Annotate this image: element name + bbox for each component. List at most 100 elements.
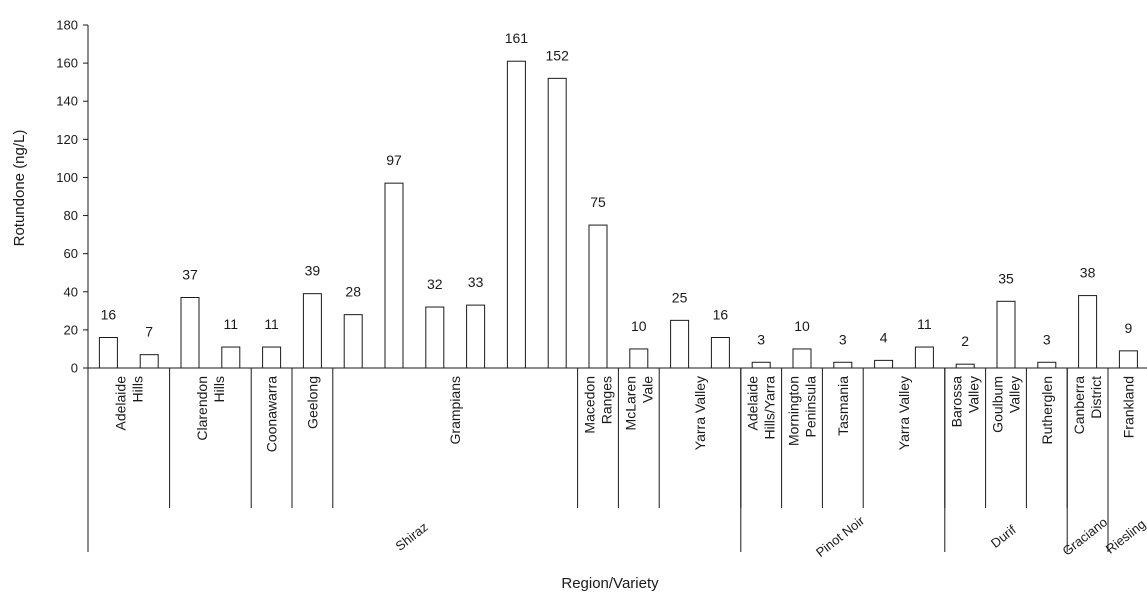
bar — [792, 348, 812, 369]
bar — [914, 346, 934, 369]
region-label: Yarra Valley — [692, 376, 708, 450]
bar-value-label: 28 — [345, 284, 361, 300]
variety-label: Pinot Noir — [813, 513, 868, 560]
bar-value-label: 161 — [505, 30, 529, 46]
bar — [955, 363, 975, 369]
region-label-line: District — [1088, 376, 1104, 419]
y-tick-label: 60 — [64, 246, 78, 261]
y-tick-label: 180 — [56, 18, 78, 33]
bar — [670, 319, 690, 369]
region-label-line: Canberra — [1071, 376, 1087, 435]
bar — [1037, 361, 1057, 369]
region-labels: Adelaide Hills Clarendon Hills Coonawarra Gee… — [87, 368, 1136, 508]
region-label-line: Coonawarra — [264, 376, 280, 452]
region-label-line: Clarendon — [194, 376, 210, 441]
x-axis-title: Region/Variety — [561, 575, 659, 592]
bar-value-label: 11 — [224, 316, 239, 332]
bar-value-label: 37 — [182, 266, 198, 282]
region-label-line: McLaren — [622, 376, 638, 430]
bar-value-label: 33 — [468, 274, 484, 290]
region-label-line: Rutherglen — [1039, 376, 1055, 445]
y-tick-label: 20 — [64, 322, 78, 337]
region-label-line: Grampians — [447, 376, 463, 444]
bar-value-label: 10 — [631, 318, 647, 334]
bar-value-label: 16 — [713, 307, 729, 323]
region-label: Coonawarra — [264, 376, 280, 452]
bar-value-label: 38 — [1080, 265, 1096, 281]
bar — [874, 359, 894, 369]
region-label: Adelaide Hills — [112, 376, 145, 431]
bar-value-label: 16 — [101, 307, 117, 323]
region-label-line: Hills — [129, 376, 145, 402]
variety-label: Durif — [988, 522, 1019, 551]
region-label: Grampians — [447, 376, 463, 444]
bar — [588, 224, 608, 369]
bar-value-label: 75 — [590, 194, 606, 210]
region-label-line: Ranges — [599, 376, 615, 424]
region-label-line: Peninsula — [803, 376, 819, 438]
region-label-line: Frankland — [1120, 376, 1136, 438]
bar-value-label: 9 — [1125, 320, 1133, 336]
region-label: Adelaide Hills/Yarra — [745, 376, 778, 440]
bar — [221, 346, 241, 369]
region-label-line: Adelaide — [112, 376, 128, 431]
bar-value-label: 32 — [427, 276, 443, 292]
bar — [302, 293, 322, 369]
region-label: McLaren Vale — [622, 376, 655, 431]
y-tick-label: 40 — [64, 284, 78, 299]
bar-value-label: 11 — [264, 316, 279, 332]
region-label: Macedon Ranges — [582, 376, 615, 434]
bar-value-label: 97 — [386, 152, 402, 168]
y-tick-label: 0 — [71, 361, 78, 376]
bars — [98, 60, 1138, 369]
region-label: Frankland — [1120, 376, 1136, 438]
bar — [710, 337, 730, 369]
bar-value-label: 10 — [794, 318, 810, 334]
y-axis-title: Rotundone (ng/L) — [11, 130, 28, 247]
region-label-line: Yarra Valley — [692, 376, 708, 450]
bar — [98, 337, 118, 369]
region-label: Tasmania — [835, 376, 851, 436]
bar — [751, 361, 771, 369]
bar-value-label: 3 — [839, 331, 847, 347]
region-label: Mornington Peninsula — [786, 376, 819, 446]
region-label-line: Valley — [966, 376, 982, 413]
region-label-line: Macedon — [582, 376, 598, 434]
region-label: Goulbum Valley — [990, 376, 1023, 433]
region-label-line: Valley — [1007, 376, 1023, 413]
bar — [833, 361, 853, 369]
region-label-line: Tasmania — [835, 376, 851, 436]
variety-label: Riesling — [1103, 516, 1147, 556]
region-label-line: Yarra Valley — [896, 376, 912, 450]
region-label: Geelong — [304, 376, 320, 429]
bar — [262, 346, 282, 369]
bar — [384, 182, 404, 369]
bar — [1118, 350, 1138, 369]
region-label-line: Geelong — [304, 376, 320, 429]
bar — [180, 296, 200, 369]
bar — [343, 314, 363, 369]
bar-value-label: 3 — [1043, 331, 1051, 347]
bar-value-label: 39 — [305, 263, 321, 279]
bar — [139, 354, 159, 369]
region-label-line: Mornington — [786, 376, 802, 446]
region-label: Canberra District — [1071, 376, 1104, 435]
y-tick-label: 100 — [56, 170, 78, 185]
bar-value-label: 152 — [546, 47, 570, 63]
region-label-line: Adelaide — [745, 376, 761, 431]
region-label-line: Goulbum — [990, 376, 1006, 433]
bar — [629, 348, 649, 369]
bar — [506, 60, 526, 369]
region-label-line: Vale — [639, 376, 655, 403]
region-label: Clarendon Hills — [194, 376, 227, 441]
bar-value-label: 11 — [917, 316, 932, 332]
region-label-line: Hills — [211, 376, 227, 402]
bar — [466, 304, 486, 369]
bar — [547, 77, 567, 369]
y-tick-label: 120 — [56, 132, 78, 147]
bar-value-label: 2 — [961, 333, 969, 349]
y-tick-label: 160 — [56, 56, 78, 71]
bar-value-label: 35 — [998, 270, 1014, 286]
